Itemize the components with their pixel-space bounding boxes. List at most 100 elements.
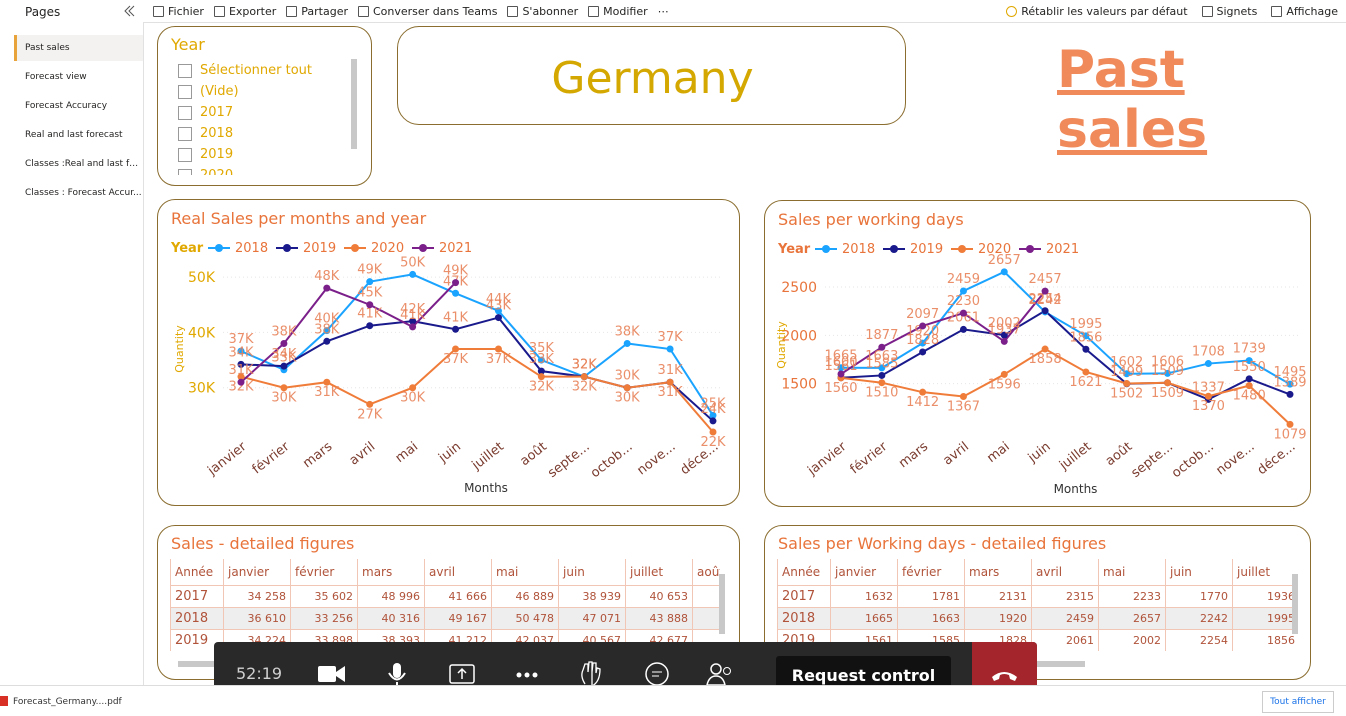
data-label: 1663 <box>865 349 898 364</box>
toolbar-button[interactable]: Partager <box>286 5 348 18</box>
table-cell: 40 653 <box>625 585 693 608</box>
option-label: (Vide) <box>200 84 239 99</box>
slicer-option[interactable]: 2019 <box>178 147 233 162</box>
data-point <box>280 339 288 347</box>
table-title: Sales per Working days - detailed figure… <box>778 534 1107 553</box>
page-tab[interactable]: Classes : Forecast Accur... <box>25 188 142 198</box>
data-label: 1480 <box>1233 389 1266 404</box>
table-cell: 2002 <box>1098 629 1166 651</box>
data-point <box>409 384 417 392</box>
option-label: Sélectionner tout <box>200 63 313 78</box>
data-label: 49K <box>443 264 469 279</box>
data-label: 34K <box>228 345 254 360</box>
data-point <box>878 371 886 379</box>
y-tick-label: 2500 <box>781 280 817 296</box>
table-cell: 1936 <box>1232 585 1297 608</box>
data-point <box>878 343 886 351</box>
data-label: 37K <box>443 352 469 367</box>
table-cell: 2254 <box>1165 629 1233 651</box>
country: Germany <box>551 53 754 104</box>
meeting-controls[interactable] <box>300 642 740 707</box>
table-row: 201716321781213123152233177019361634167 <box>777 585 1297 608</box>
data-point <box>1286 390 1294 398</box>
column-header: août <box>692 559 720 586</box>
x-tick-label: juillet <box>469 439 507 473</box>
toolbar-button[interactable]: S'abonner <box>507 5 578 18</box>
icon <box>1271 5 1283 17</box>
data-label: 38K <box>271 324 297 339</box>
download-file[interactable]: Forecast_Germany....pdf <box>13 697 122 707</box>
pages-title: Pages <box>25 5 61 19</box>
scrollbar[interactable] <box>351 59 357 149</box>
chart-panel: Sales per working days Year 2018 2019 2020 20… <box>764 200 1311 507</box>
toolbar-button[interactable]: Affichage <box>1271 5 1338 18</box>
data-label: 1828 <box>906 333 939 348</box>
page-tab[interactable]: Past sales <box>14 35 143 61</box>
page-tab[interactable]: Real and last forecast <box>25 130 123 140</box>
header-row: Année janvier février mars avril mai juin juill… <box>170 559 720 586</box>
x-tick-label: octob... <box>588 439 636 481</box>
data-label: 41K <box>400 308 426 323</box>
data-point <box>323 327 331 335</box>
table-cell: 2018 <box>777 607 831 630</box>
data-point <box>409 317 417 325</box>
legend-label: 2018 <box>842 242 875 257</box>
checkbox <box>178 126 192 141</box>
toolbar-button[interactable]: Rétablir les valeurs par défaut <box>1006 5 1188 18</box>
column-header: juin <box>1165 559 1233 586</box>
slicer-option[interactable]: (Vide) <box>178 84 239 99</box>
data-point <box>1000 331 1008 339</box>
data-point <box>919 322 927 330</box>
data-label: 31K <box>314 385 340 400</box>
data-point <box>409 270 417 278</box>
toolbar-button[interactable]: Signets <box>1201 5 1257 18</box>
legend-marker <box>890 245 898 253</box>
toolbar-button[interactable]: Fichier <box>153 5 204 18</box>
x-tick-label: avril <box>347 439 378 468</box>
series-line <box>240 348 714 433</box>
toolbar-label: Fichier <box>168 4 204 18</box>
data-point <box>919 348 927 356</box>
table-wrap: Année janvier février mars avril mai juin juill… <box>170 559 720 659</box>
slicer-option[interactable]: 2018 <box>178 126 233 141</box>
slicer-title: Year <box>171 35 205 54</box>
page-title: Past sales <box>1057 40 1208 160</box>
series-line <box>240 316 714 422</box>
table-cell: 47 071 <box>558 607 626 630</box>
page-tab[interactable]: Forecast view <box>25 72 87 82</box>
data-label: 1495 <box>1273 365 1306 380</box>
data-point <box>1286 380 1294 388</box>
data-label: 40K <box>314 312 340 327</box>
series-line <box>840 270 1291 386</box>
data-label: 2657 <box>988 253 1021 268</box>
slicer-option[interactable]: 2020 <box>178 168 233 175</box>
data-point <box>494 314 502 322</box>
column-header: Année <box>170 559 224 586</box>
slicer-option[interactable]: 2017 <box>178 105 233 120</box>
legend-marker <box>351 244 359 252</box>
table-wrap: Année janvier février mars avril mai juin juill… <box>777 559 1297 659</box>
legend-marker <box>419 244 427 252</box>
data-point <box>878 379 886 387</box>
data-label: 30K <box>400 391 426 406</box>
page-tab[interactable]: Forecast Accuracy <box>25 101 108 111</box>
slicer-option[interactable]: Sélectionner tout <box>178 63 312 78</box>
table-cell: 1856 <box>1232 629 1297 651</box>
x-tick-label: août <box>1103 439 1135 469</box>
toolbar-button[interactable]: Exporter <box>213 5 276 18</box>
data-point <box>919 339 927 347</box>
show-all-button[interactable]: Tout afficher <box>1262 691 1334 713</box>
table-cell: 41 666 <box>424 585 492 608</box>
toolbar-button[interactable]: Modifier <box>588 5 648 18</box>
icon <box>1201 5 1213 17</box>
data-point <box>959 309 967 317</box>
table-cell: 34 258 <box>223 585 291 608</box>
table-cell: 49 167 <box>424 607 492 630</box>
data-label: 1602 <box>1110 355 1143 370</box>
collapse-icon[interactable] <box>122 4 136 18</box>
legend-title: Year <box>170 241 204 256</box>
page-tab[interactable]: Classes :Real and last fo... <box>25 159 143 169</box>
toolbar-button[interactable]: Converser dans Teams <box>358 5 497 18</box>
x-tick-label: octob... <box>1169 439 1217 481</box>
data-point <box>1164 369 1172 377</box>
